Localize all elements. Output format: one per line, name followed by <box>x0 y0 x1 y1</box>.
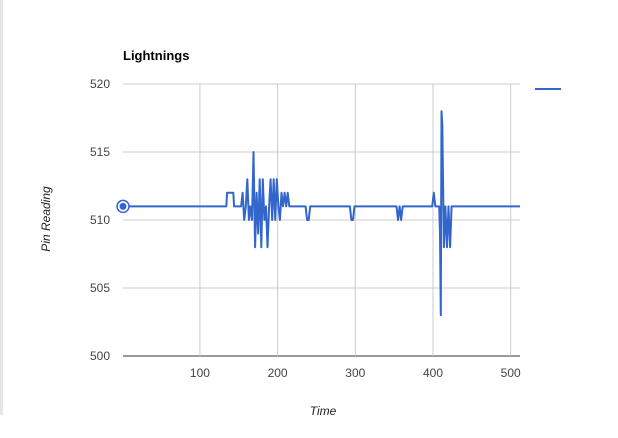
x-tick-label: 300 <box>345 366 365 380</box>
y-tick-label: 520 <box>90 77 110 91</box>
series-line[interactable] <box>123 110 520 317</box>
y-tick-label: 510 <box>90 213 110 227</box>
y-tick-label: 500 <box>90 349 110 363</box>
x-tick-label: 400 <box>423 366 443 380</box>
x-tick-label: 500 <box>501 366 521 380</box>
focused-point[interactable] <box>119 202 127 210</box>
x-axis-ticks: 100 200 300 400 500 <box>190 366 521 380</box>
window-bottom-edge <box>0 415 3 438</box>
x-tick-label: 100 <box>190 366 210 380</box>
chart-title: Lightnings <box>123 48 189 63</box>
y-tick-label: 505 <box>90 281 110 295</box>
series-layer <box>116 110 520 317</box>
gridlines <box>123 83 520 357</box>
y-tick-label: 515 <box>90 145 110 159</box>
x-axis-title: Time <box>310 404 337 418</box>
y-axis-title: Pin Reading <box>39 186 53 252</box>
y-axis-ticks: 500 505 510 515 520 <box>90 77 110 363</box>
window-left-edge <box>0 0 3 415</box>
x-tick-label: 200 <box>268 366 288 380</box>
